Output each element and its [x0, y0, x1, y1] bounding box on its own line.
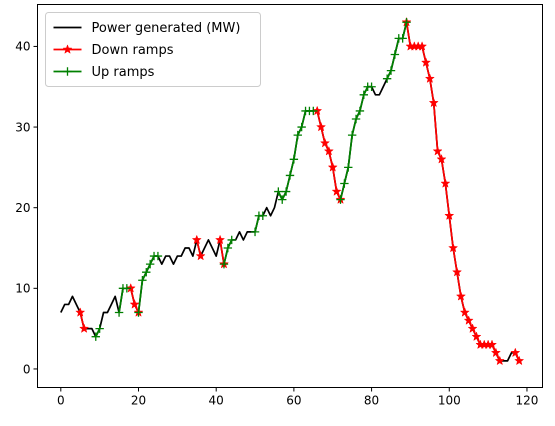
- series-1-point: [319, 137, 331, 148]
- series-2: [91, 18, 411, 341]
- series-2-point: [351, 114, 361, 124]
- legend: Power generated (MW) Down ramps Up ramps: [45, 12, 261, 87]
- series-1-point: [463, 315, 474, 325]
- series-2-point: [359, 90, 369, 100]
- series-2-point: [134, 308, 143, 317]
- series-1-point: [323, 145, 334, 156]
- series-1-point: [424, 73, 435, 83]
- series-2-point: [367, 82, 376, 91]
- x-tick-label: 60: [286, 394, 301, 408]
- y-tick-label: 30: [15, 120, 30, 134]
- series-1-point: [428, 97, 439, 108]
- series-2-point: [347, 130, 357, 140]
- series-2-point: [402, 18, 411, 27]
- y-tick-label: 0: [23, 362, 31, 376]
- series-2-point: [340, 179, 349, 188]
- series-1-point: [420, 57, 432, 67]
- y-tick-label: 40: [15, 40, 30, 54]
- series-2-point: [293, 130, 302, 140]
- x-tick-label: 40: [209, 394, 224, 408]
- series-1-point: [514, 355, 525, 366]
- series-2-point: [309, 106, 318, 116]
- series-2-point: [122, 284, 132, 293]
- series-2-point: [355, 106, 365, 116]
- legend-label: Power generated (MW): [92, 21, 241, 36]
- series-2-point: [289, 155, 299, 164]
- series-2-point: [278, 195, 287, 204]
- series-1-point: [440, 178, 451, 188]
- series-1-point: [451, 266, 463, 277]
- series-1: [75, 16, 525, 366]
- series-1-point: [331, 186, 342, 196]
- series-2-point: [390, 50, 400, 59]
- series-2-point: [281, 187, 291, 196]
- series-2-point: [285, 171, 295, 180]
- series-1-point: [129, 299, 140, 309]
- series-layer: [60, 16, 525, 366]
- plot-frame: [37, 4, 543, 388]
- legend-marker: [62, 44, 73, 54]
- series-2-point: [95, 324, 104, 333]
- series-1-point: [215, 234, 226, 245]
- series-2-point: [91, 332, 100, 341]
- series-2-point: [153, 251, 163, 261]
- series-1-point: [455, 291, 466, 301]
- series-2-point: [227, 235, 236, 245]
- series-2-point: [219, 259, 229, 269]
- series-1-point: [79, 323, 90, 333]
- legend-label: Down ramps: [92, 43, 174, 58]
- series-1-point: [459, 307, 470, 317]
- series-2-point: [223, 243, 233, 253]
- series-2-point: [344, 163, 353, 172]
- y-tick-label: 10: [15, 282, 30, 296]
- series-1-point: [316, 121, 327, 132]
- series-1-point: [467, 323, 478, 333]
- series-2-point: [250, 227, 260, 237]
- axis-layer: 0 20 40 60 80 100 120 0 10 20 30 40: [15, 40, 538, 408]
- series-1-point: [490, 347, 501, 358]
- series-2-point: [142, 267, 151, 277]
- series-1-point: [444, 210, 455, 221]
- legend-item: Down ramps: [53, 43, 174, 58]
- series-2-point: [382, 74, 392, 83]
- series-1-point: [75, 307, 86, 317]
- series-1-point: [448, 242, 459, 253]
- series-1-point: [494, 355, 505, 366]
- series-1-point: [327, 162, 338, 172]
- series-1-point: [436, 153, 447, 164]
- series-1-point: [191, 234, 202, 245]
- series-2-point: [138, 276, 147, 285]
- x-tick-label: 0: [57, 394, 65, 408]
- series-1-point: [471, 331, 482, 341]
- series-1-point: [417, 41, 428, 51]
- legend-item: Up ramps: [53, 65, 155, 80]
- series-2-point: [336, 195, 345, 204]
- y-tick-label: 20: [15, 201, 30, 215]
- x-tick-label: 20: [131, 394, 146, 408]
- x-tick-label: 80: [364, 394, 379, 408]
- series-2-point: [145, 259, 155, 269]
- series-1-point: [195, 250, 206, 261]
- series-2-point: [274, 187, 283, 196]
- series-2-point: [297, 122, 306, 132]
- series-1-point: [510, 347, 521, 358]
- series-1-point: [486, 339, 498, 350]
- series-2-point: [398, 34, 407, 43]
- legend-label: Up ramps: [92, 65, 155, 80]
- legend-item: Power generated (MW): [53, 21, 241, 36]
- series-2-point: [114, 308, 124, 317]
- legend-frame: [45, 12, 261, 87]
- x-tick-label: 100: [438, 394, 461, 408]
- x-tick-label: 120: [516, 394, 539, 408]
- series-2-point: [386, 66, 396, 75]
- legend-marker: [63, 67, 72, 76]
- series-1-point: [432, 145, 443, 156]
- series-2-point: [258, 211, 268, 220]
